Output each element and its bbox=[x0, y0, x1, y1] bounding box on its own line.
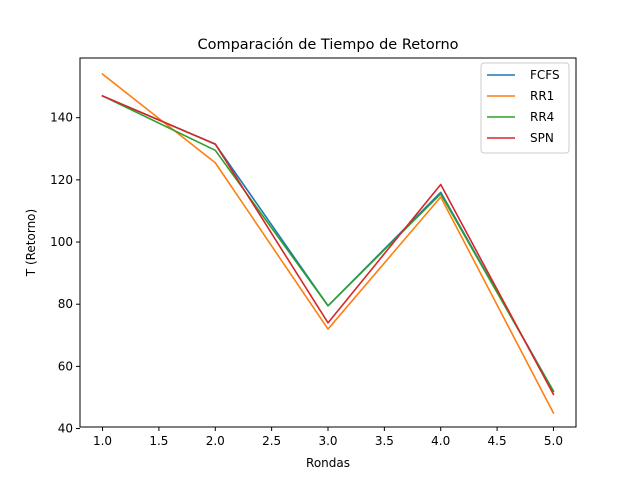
y-tick-label: 140 bbox=[50, 111, 73, 125]
x-tick-label: 3.0 bbox=[318, 434, 337, 448]
y-tick-label: 80 bbox=[58, 297, 73, 311]
x-tick-label: 1.5 bbox=[149, 434, 168, 448]
series-layer bbox=[101, 73, 555, 415]
legend: FCFS RR1 RR4 SPN bbox=[480, 62, 570, 154]
x-axis: 1.0 1.5 2.0 2.5 3.0 3.5 4.0 4.5 5.0 bbox=[93, 427, 563, 448]
x-tick-label: 3.5 bbox=[375, 434, 394, 448]
legend-label: FCFS bbox=[530, 68, 560, 82]
series-line-spn bbox=[101, 94, 555, 396]
y-axis: 40 60 80 100 120 140 bbox=[50, 111, 80, 436]
x-tick-label: 5.0 bbox=[544, 434, 563, 448]
y-tick-label: 60 bbox=[58, 359, 73, 373]
y-axis-title: T (Retorno) bbox=[24, 209, 38, 277]
y-tick-label: 40 bbox=[58, 422, 73, 436]
legend-box bbox=[480, 62, 570, 154]
chart-title: Comparación de Tiempo de Retorno bbox=[197, 37, 458, 53]
series-line-rr4 bbox=[101, 94, 555, 393]
y-tick-label: 120 bbox=[50, 173, 73, 187]
x-tick-label: 2.0 bbox=[206, 434, 225, 448]
legend-label: RR1 bbox=[530, 89, 554, 103]
series-line-rr1 bbox=[101, 73, 555, 415]
x-tick-label: 4.5 bbox=[488, 434, 507, 448]
legend-label: SPN bbox=[530, 131, 554, 145]
x-tick-label: 1.0 bbox=[93, 434, 112, 448]
x-axis-title: Rondas bbox=[306, 456, 350, 470]
x-tick-label: 2.5 bbox=[262, 434, 281, 448]
legend-label: RR4 bbox=[530, 110, 554, 124]
x-tick-label: 4.0 bbox=[431, 434, 450, 448]
y-tick-label: 100 bbox=[50, 235, 73, 249]
